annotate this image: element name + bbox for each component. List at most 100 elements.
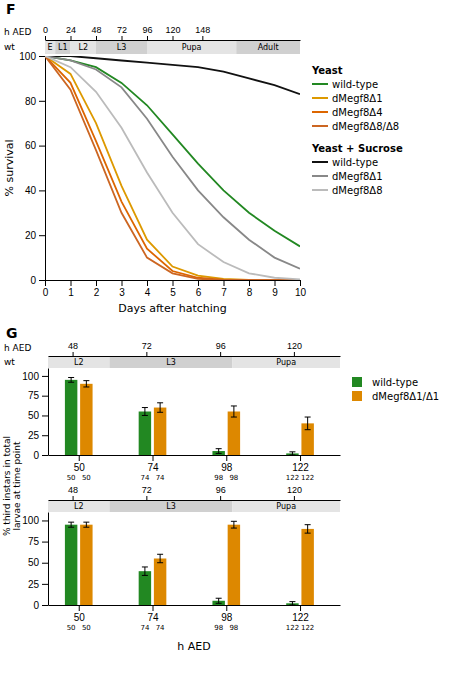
tick-mark xyxy=(249,280,250,286)
y-axis-tick: 75 xyxy=(28,536,48,547)
legend-swatch xyxy=(312,111,328,113)
tick-mark xyxy=(275,280,276,286)
x2-axis-line xyxy=(46,40,301,41)
n-label: 50 xyxy=(67,474,76,482)
tick-mark xyxy=(220,496,221,500)
tick-mark xyxy=(73,496,74,500)
legend-label: dMegf8Δ1/Δ1 xyxy=(372,391,439,402)
tick-label: 9 xyxy=(272,287,278,298)
y-axis-title-line: % survival xyxy=(3,139,16,196)
x-axis-tick: 8 xyxy=(247,280,253,298)
tick-label: 100 xyxy=(19,51,36,62)
n-label: 98 xyxy=(229,624,238,632)
tick-mark xyxy=(146,496,147,500)
tick-mark xyxy=(45,36,46,40)
error-bar-cap xyxy=(68,527,74,528)
n-label: 74 xyxy=(140,624,149,632)
stage-band xyxy=(109,356,232,368)
x2-axis-line xyxy=(49,356,341,357)
tick-mark xyxy=(42,542,48,543)
tick-label: 72 xyxy=(142,485,152,495)
error-bar-cap xyxy=(305,524,311,525)
x2-axis-tick: 24 xyxy=(66,25,76,40)
bar xyxy=(228,412,240,456)
tick-mark xyxy=(294,352,295,356)
error-bar-stem xyxy=(233,406,234,417)
stage-label: L3 xyxy=(166,502,176,511)
stage-label: L2 xyxy=(74,358,84,367)
legend-label: dMegf8Δ1 xyxy=(332,171,383,182)
legend: Yeastwild-typedMegf8Δ1dMegf8Δ4dMegf8Δ8/Δ… xyxy=(311,65,403,196)
plot-area xyxy=(65,521,314,605)
tick-mark xyxy=(71,280,72,286)
error-bar xyxy=(157,403,163,412)
error-bar xyxy=(216,598,222,603)
error-bar-stem xyxy=(218,598,219,603)
tick-label: 50 xyxy=(28,557,40,568)
tick-mark xyxy=(294,496,295,500)
error-bar-cap xyxy=(216,453,222,454)
x2-axis-tick: 120 xyxy=(165,25,180,40)
tick-mark xyxy=(147,36,148,40)
error-bar-cap xyxy=(305,429,311,430)
tick-label: 50 xyxy=(28,410,40,421)
error-bar-cap xyxy=(305,533,311,534)
error-bar xyxy=(231,521,237,528)
stage-band xyxy=(232,356,340,368)
tick-label: 72 xyxy=(117,25,127,35)
stage-label: L1 xyxy=(58,43,68,52)
y-axis-tick: 50 xyxy=(28,410,48,421)
y-axis-title-line: larvae at time point xyxy=(12,441,22,530)
tick-label: 0 xyxy=(33,450,39,461)
x-axis: 012345678910 xyxy=(43,280,307,298)
x2-axis-tick: 48 xyxy=(68,341,78,356)
tick-mark xyxy=(42,520,48,521)
tick-mark xyxy=(39,280,45,281)
legend-swatch xyxy=(312,161,328,163)
x-axis-tick: 50 xyxy=(74,455,86,473)
tick-label: 0 xyxy=(43,287,49,298)
tick-mark xyxy=(45,280,46,286)
x-axis-tick: 5 xyxy=(170,280,176,298)
x-axis-tick: 9 xyxy=(272,280,278,298)
tick-label: 0 xyxy=(30,275,36,286)
figure: FEL1L2L3PupaAdultwt024487296120148h AED0… xyxy=(0,0,474,685)
tick-mark xyxy=(42,584,48,585)
panel-title: G xyxy=(6,325,18,341)
y-axis-tick: 100 xyxy=(22,371,48,382)
stage-band xyxy=(232,500,340,512)
x-axis-line xyxy=(49,455,341,456)
plot-area xyxy=(65,377,314,455)
error-bar-stem xyxy=(307,417,308,430)
tick-label: 6 xyxy=(196,287,202,298)
tick-mark xyxy=(39,235,45,236)
x-axis-tick: 122 xyxy=(292,605,309,623)
x2-axis-line xyxy=(49,500,341,501)
tick-mark xyxy=(146,352,147,356)
series-line xyxy=(45,56,300,280)
n-label: 98 xyxy=(214,474,223,482)
tick-label: 98 xyxy=(221,612,233,623)
tick-label: 120 xyxy=(287,485,302,495)
n-label: 98 xyxy=(229,474,238,482)
x2-axis: 487296120 xyxy=(49,341,341,357)
stage-band xyxy=(147,40,236,54)
n-label: 50 xyxy=(67,624,76,632)
stage-label: Adult xyxy=(258,43,279,52)
stage-strip: L2L3Pupa xyxy=(48,356,340,368)
panel-title: F xyxy=(6,1,16,17)
error-bar-cap xyxy=(157,562,163,563)
tick-mark xyxy=(96,280,97,286)
error-bar-stem xyxy=(218,449,219,454)
tick-label: 96 xyxy=(142,25,152,35)
x2-axis-tick: 72 xyxy=(117,25,127,40)
stage-band xyxy=(96,40,147,54)
x-axis-tick: 1 xyxy=(68,280,74,298)
stage-band xyxy=(55,40,70,54)
tick-mark xyxy=(153,455,154,461)
stage-band xyxy=(236,40,300,54)
tick-label: 0 xyxy=(43,25,48,35)
tick-label: 4 xyxy=(145,287,151,298)
x-axis-tick: 2 xyxy=(94,280,100,298)
legend: wild-typedMegf8Δ1/Δ1 xyxy=(352,377,439,402)
